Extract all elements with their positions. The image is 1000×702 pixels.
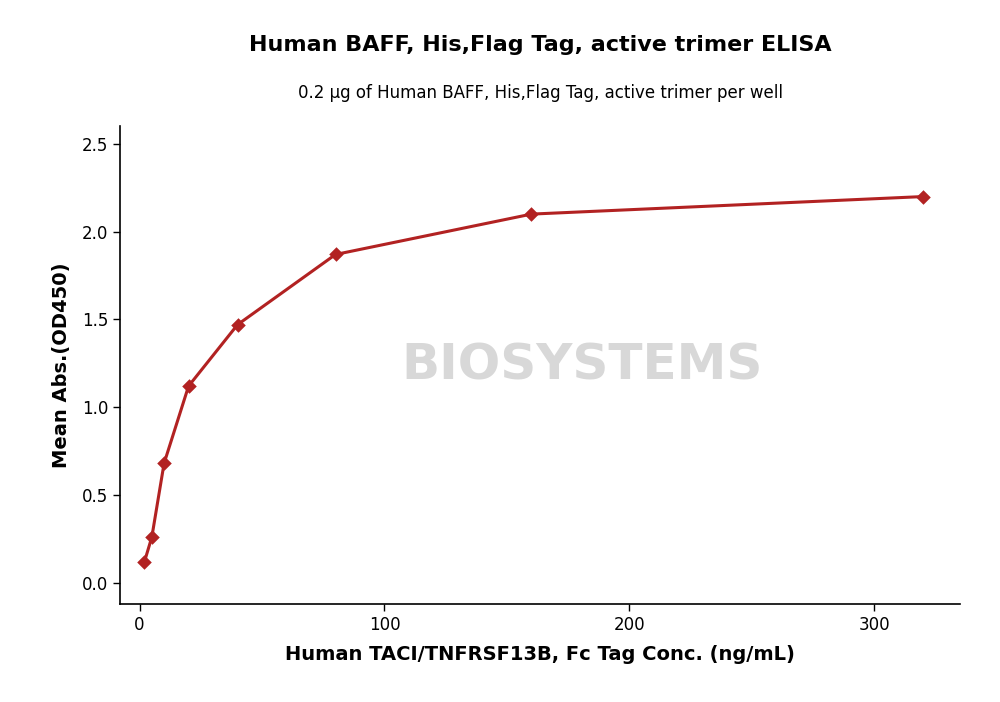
Point — [328, 249, 344, 260]
Text: BIOSYSTEMS: BIOSYSTEMS — [401, 341, 763, 389]
Point — [181, 380, 197, 392]
Text: 0.2 μg of Human BAFF, His,Flag Tag, active trimer per well: 0.2 μg of Human BAFF, His,Flag Tag, acti… — [298, 84, 782, 102]
Point — [156, 458, 172, 469]
Point — [230, 319, 246, 331]
X-axis label: Human TACI/TNFRSF13B, Fc Tag Conc. (ng/mL): Human TACI/TNFRSF13B, Fc Tag Conc. (ng/m… — [285, 644, 795, 663]
Point — [144, 531, 160, 543]
Point — [136, 556, 152, 567]
Point — [915, 191, 931, 202]
Text: Human BAFF, His,Flag Tag, active trimer ELISA: Human BAFF, His,Flag Tag, active trimer … — [249, 35, 831, 55]
Y-axis label: Mean Abs.(OD450): Mean Abs.(OD450) — [52, 263, 71, 468]
Point — [523, 208, 539, 220]
